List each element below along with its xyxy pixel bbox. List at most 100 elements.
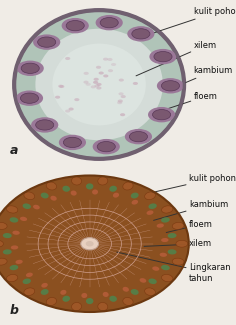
Text: b: b (9, 304, 18, 317)
Ellipse shape (62, 18, 89, 33)
Ellipse shape (31, 117, 58, 133)
Ellipse shape (147, 210, 153, 215)
Ellipse shape (65, 110, 70, 112)
Ellipse shape (149, 49, 177, 64)
Ellipse shape (113, 193, 119, 198)
Ellipse shape (108, 69, 113, 72)
Ellipse shape (148, 279, 157, 284)
Ellipse shape (176, 240, 188, 247)
Text: xilem: xilem (136, 41, 217, 76)
Ellipse shape (123, 297, 133, 306)
Ellipse shape (26, 273, 33, 277)
Ellipse shape (98, 303, 108, 311)
Ellipse shape (168, 249, 177, 254)
Ellipse shape (117, 101, 122, 104)
Ellipse shape (161, 265, 170, 270)
Ellipse shape (103, 74, 108, 77)
Ellipse shape (109, 186, 117, 192)
Ellipse shape (123, 287, 129, 292)
Ellipse shape (118, 92, 124, 95)
Ellipse shape (41, 193, 49, 199)
Ellipse shape (98, 177, 108, 185)
Ellipse shape (125, 129, 152, 144)
Circle shape (81, 238, 99, 250)
Ellipse shape (46, 297, 57, 306)
Ellipse shape (86, 183, 93, 189)
Circle shape (9, 188, 170, 299)
Ellipse shape (23, 279, 31, 284)
Ellipse shape (107, 58, 113, 61)
Ellipse shape (103, 292, 109, 297)
Ellipse shape (71, 190, 77, 196)
Ellipse shape (160, 253, 167, 257)
Ellipse shape (16, 260, 23, 264)
Ellipse shape (59, 85, 64, 88)
Ellipse shape (152, 266, 159, 271)
Text: xilem: xilem (144, 239, 212, 248)
Ellipse shape (131, 200, 138, 205)
Ellipse shape (33, 205, 40, 209)
Ellipse shape (91, 85, 96, 88)
Ellipse shape (93, 81, 98, 84)
Ellipse shape (33, 34, 60, 50)
Ellipse shape (111, 63, 116, 66)
Circle shape (0, 176, 189, 312)
Ellipse shape (161, 81, 180, 91)
Ellipse shape (14, 10, 184, 159)
Ellipse shape (41, 289, 49, 295)
Ellipse shape (24, 288, 35, 295)
Ellipse shape (97, 141, 115, 152)
Ellipse shape (17, 60, 44, 76)
Circle shape (1, 183, 178, 305)
Text: kulit pohon: kulit pohon (152, 174, 236, 192)
Ellipse shape (52, 44, 146, 125)
Ellipse shape (10, 217, 18, 223)
Ellipse shape (84, 72, 89, 75)
Ellipse shape (133, 82, 138, 85)
Ellipse shape (145, 192, 156, 200)
Ellipse shape (121, 95, 126, 98)
Ellipse shape (127, 26, 155, 42)
Ellipse shape (152, 110, 171, 120)
Ellipse shape (93, 139, 120, 154)
Ellipse shape (83, 81, 88, 84)
Ellipse shape (148, 107, 175, 123)
Ellipse shape (94, 84, 100, 87)
Circle shape (81, 238, 99, 250)
Ellipse shape (97, 83, 102, 86)
Ellipse shape (68, 108, 74, 110)
Ellipse shape (157, 224, 164, 228)
Circle shape (72, 231, 108, 256)
Ellipse shape (21, 93, 38, 103)
Text: a: a (9, 144, 18, 157)
Ellipse shape (120, 113, 125, 116)
Ellipse shape (20, 217, 27, 221)
Ellipse shape (21, 63, 39, 73)
Ellipse shape (63, 137, 81, 148)
Ellipse shape (23, 203, 31, 209)
Ellipse shape (55, 96, 60, 99)
Ellipse shape (123, 182, 133, 190)
Ellipse shape (154, 51, 172, 62)
Ellipse shape (131, 289, 139, 295)
Ellipse shape (119, 79, 124, 82)
Ellipse shape (58, 84, 63, 88)
Ellipse shape (12, 231, 20, 235)
Ellipse shape (51, 196, 57, 201)
Ellipse shape (24, 192, 35, 200)
Ellipse shape (145, 288, 156, 295)
Ellipse shape (161, 217, 170, 223)
Ellipse shape (86, 298, 93, 304)
Circle shape (86, 241, 94, 246)
Ellipse shape (74, 98, 80, 101)
Ellipse shape (6, 206, 18, 213)
Ellipse shape (0, 222, 7, 229)
Ellipse shape (66, 20, 84, 31)
Ellipse shape (161, 238, 169, 242)
Ellipse shape (148, 203, 157, 209)
Text: kambium: kambium (169, 67, 233, 90)
Ellipse shape (38, 37, 56, 47)
Ellipse shape (168, 233, 177, 238)
Ellipse shape (6, 274, 18, 282)
Ellipse shape (100, 18, 118, 28)
